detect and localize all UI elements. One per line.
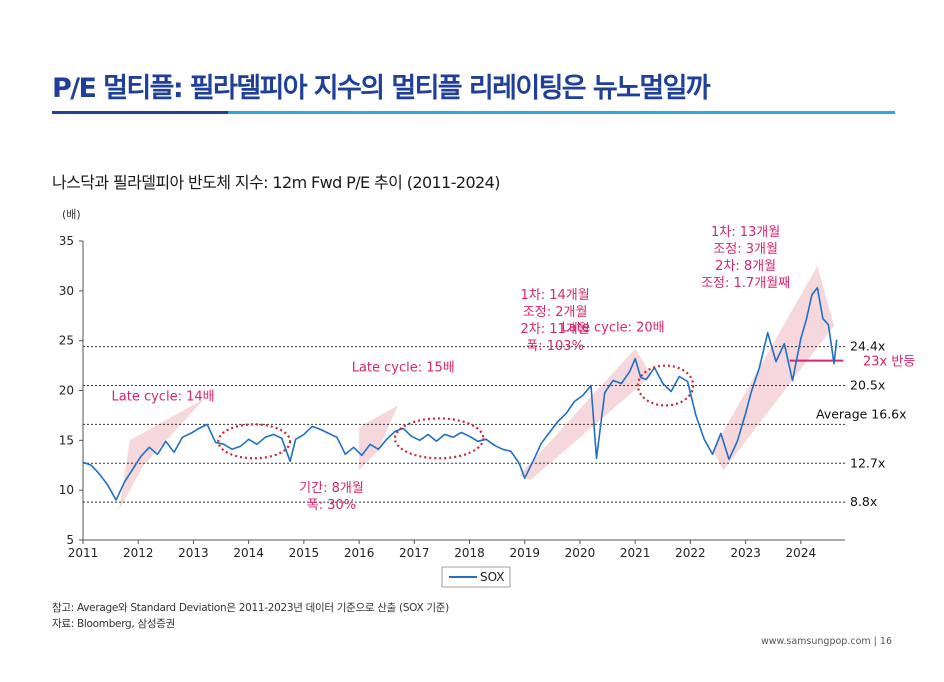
title-rule-accent (228, 111, 895, 114)
annotation-text: 1차: 13개월 (711, 225, 780, 240)
annotation-text: 2차: 11개월 (520, 322, 589, 337)
x-tick-label: 2021 (620, 546, 651, 560)
reference-line-label: 20.5x (850, 378, 885, 393)
x-tick-label: 2013 (178, 546, 209, 560)
x-tick-label: 2016 (344, 546, 375, 560)
late-cycle-ellipse-2 (636, 364, 695, 407)
x-tick-label: 2017 (399, 546, 430, 560)
late-cycle-ellipse-1 (393, 417, 485, 460)
x-tick-label: 2020 (565, 546, 596, 560)
y-tick-label: 35 (59, 234, 74, 248)
footer-url: www.samsungpop.com (760, 636, 871, 647)
x-tick-label: 2018 (454, 546, 485, 560)
page-title: P/E 멀티플: 필라델피아 지수의 멀티플 리레이팅은 뉴노멀일까 (52, 73, 711, 104)
x-tick-label: 2011 (68, 546, 99, 560)
annotation-text: Late cycle: 14배 (112, 389, 215, 404)
x-tick-label: 2012 (123, 546, 154, 560)
annotation-text: 조정: 3개월 (713, 242, 778, 257)
annotation-text: 조정: 1.7개월째 (701, 276, 790, 291)
y-tick-label: 30 (59, 284, 74, 298)
x-tick-label: 2015 (289, 546, 320, 560)
x-tick-label: 2014 (233, 546, 264, 560)
trend-band-1 (359, 405, 398, 471)
x-tick-label: 2023 (730, 546, 761, 560)
reference-line-label: Average 16.6x (816, 406, 907, 421)
highlight-line-label: 23x 반등 (863, 355, 915, 370)
notes: 참고: Average와 Standard Deviation은 2011-20… (52, 600, 449, 632)
y-tick-label: 20 (59, 384, 74, 398)
pe-chart: (배) 5 10 15 20 25 30 35 2011 2012 2013 2014 2015 2016… (59, 208, 915, 588)
x-tick-label: 2022 (675, 546, 706, 560)
late-cycle-ellipse-0 (217, 423, 292, 460)
annotation-text: Late cycle: 20배 (562, 321, 665, 336)
annotation-text: Late cycle: 15배 (352, 361, 455, 376)
annotation-text: 폭: 30% (307, 498, 356, 513)
annotation-text: 2차: 8개월 (715, 259, 776, 274)
y-tick-label: 5 (66, 533, 74, 547)
annotation-text: 1차: 14개월 (520, 288, 589, 303)
legend-label-sox: SOX (480, 570, 505, 584)
trend-band-2 (519, 348, 652, 481)
trend-band-0 (118, 398, 205, 511)
reference-line-label: 8.8x (850, 494, 877, 509)
trend-band-3 (712, 265, 834, 471)
chart-subtitle: 나스닥과 필라델피아 반도체 지수: 12m Fwd P/E 추이 (2011-… (52, 173, 500, 192)
note-text: 참고: Average와 Standard Deviation은 2011-20… (52, 602, 449, 614)
y-axis-unit: (배) (62, 208, 81, 221)
source-text: 자료: Bloomberg, 삼성증권 (52, 618, 175, 630)
reference-line-label: 12.7x (850, 455, 885, 470)
y-tick-label: 10 (59, 483, 74, 497)
page-number: 16 (879, 636, 892, 647)
series-line-sox (82, 287, 838, 501)
x-tick-label: 2019 (509, 546, 540, 560)
annotation-text: 폭: 103% (526, 339, 584, 354)
reference-line-label: 24.4x (850, 339, 885, 354)
x-tick-label: 2024 (786, 546, 817, 560)
footer: www.samsungpop.com | 16 (761, 636, 892, 647)
footer-separator: | (873, 636, 880, 647)
annotation-text: 기간: 8개월 (299, 481, 364, 496)
annotation-text: 조정: 2개월 (523, 305, 588, 320)
y-tick-label: 25 (59, 334, 74, 348)
y-tick-label: 15 (59, 433, 74, 447)
